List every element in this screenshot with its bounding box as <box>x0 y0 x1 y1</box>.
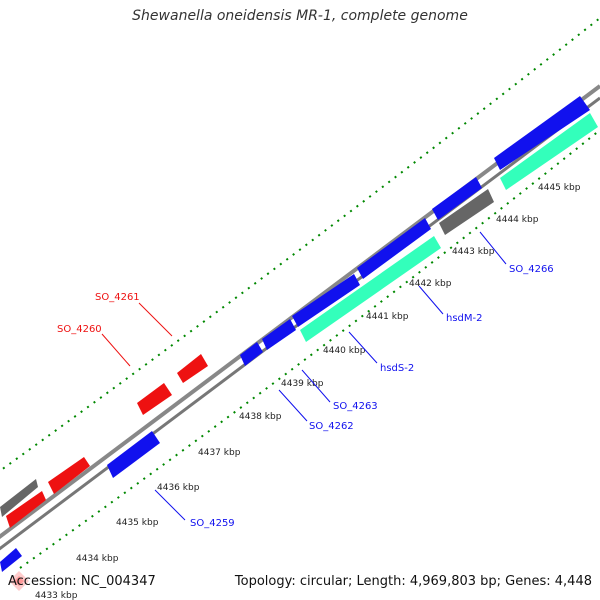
gene-feature-red-1[interactable] <box>6 491 46 528</box>
accession-text: Accession: NC_004347 <box>8 574 156 589</box>
gene-feature-blue-so4262[interactable] <box>240 342 263 366</box>
gene-label-hsds-2[interactable]: hsdS-2 <box>380 363 414 374</box>
tick-label: 4436 kbp <box>157 483 200 493</box>
gene-labels: SO_4261 SO_4260 SO_4259 SO_4262 SO_4263 … <box>57 264 554 529</box>
tick-labels: 4433 kbp 4434 kbp 4435 kbp 4436 kbp 4437… <box>35 183 581 600</box>
tick-label: 4438 kbp <box>239 412 282 422</box>
leader-hsds <box>348 331 378 364</box>
gene-feature-red-2[interactable] <box>48 457 90 494</box>
tick-label: 4440 kbp <box>323 346 366 356</box>
tick-label: 4433 kbp <box>35 591 78 600</box>
leader-so4260 <box>101 333 131 367</box>
gene-label-so4261[interactable]: SO_4261 <box>95 292 140 303</box>
gene-feature-green-4445[interactable] <box>500 113 598 190</box>
gene-feature-blue-so4266[interactable] <box>494 96 590 170</box>
tick-label: 4439 kbp <box>281 379 324 389</box>
gene-label-so4259[interactable]: SO_4259 <box>190 518 235 529</box>
gene-feature-green-hsds[interactable] <box>300 236 441 342</box>
genome-summary-text: Topology: circular; Length: 4,969,803 bp… <box>234 574 592 589</box>
leader-so4262 <box>278 389 308 422</box>
leader-so4261 <box>138 302 173 337</box>
gene-label-leaders <box>101 231 507 521</box>
gene-label-so4262[interactable]: SO_4262 <box>309 421 354 432</box>
tick-label: 4434 kbp <box>76 554 119 564</box>
gene-label-so4266[interactable]: SO_4266 <box>509 264 554 275</box>
gene-label-so4260[interactable]: SO_4260 <box>57 324 102 335</box>
gene-label-so4263[interactable]: SO_4263 <box>333 401 378 412</box>
leader-so4266 <box>479 231 507 265</box>
gene-feature-blue-so4259[interactable] <box>107 431 160 478</box>
outer-tick-track <box>0 17 600 473</box>
inner-tick-track <box>19 129 600 569</box>
tick-label: 4441 kbp <box>366 312 409 322</box>
gene-feature-blue-hsds[interactable] <box>292 274 360 327</box>
tick-label: 4437 kbp <box>198 448 241 458</box>
gene-feature-blue-so4263[interactable] <box>262 319 296 350</box>
gene-feature-gray-4444[interactable] <box>439 189 494 235</box>
leader-so4263 <box>301 369 331 403</box>
leader-so4259 <box>154 489 186 521</box>
gene-feature-red-so4260[interactable] <box>137 383 172 415</box>
gene-feature-blue-hsdm[interactable] <box>357 218 431 279</box>
tick-label: 4444 kbp <box>496 215 539 225</box>
map-title: Shewanella oneidensis MR-1, complete gen… <box>132 8 468 24</box>
gene-label-hsdm-2[interactable]: hsdM-2 <box>446 313 483 324</box>
forward-strand-features <box>0 354 208 528</box>
tick-label: 4442 kbp <box>409 279 452 289</box>
inner-features <box>300 113 598 342</box>
tick-label: 4435 kbp <box>116 518 159 528</box>
gene-feature-blue-4443[interactable] <box>432 177 482 220</box>
corner-marker-icon <box>9 571 29 591</box>
gene-feature-gray-left[interactable] <box>0 479 38 517</box>
tick-label: 4445 kbp <box>538 183 581 193</box>
tick-label: 4443 kbp <box>452 247 495 257</box>
leader-hsdm <box>418 285 444 315</box>
reverse-strand-features <box>0 96 590 572</box>
gene-feature-blue-left[interactable] <box>0 548 22 572</box>
gene-feature-red-so4261[interactable] <box>177 354 208 383</box>
